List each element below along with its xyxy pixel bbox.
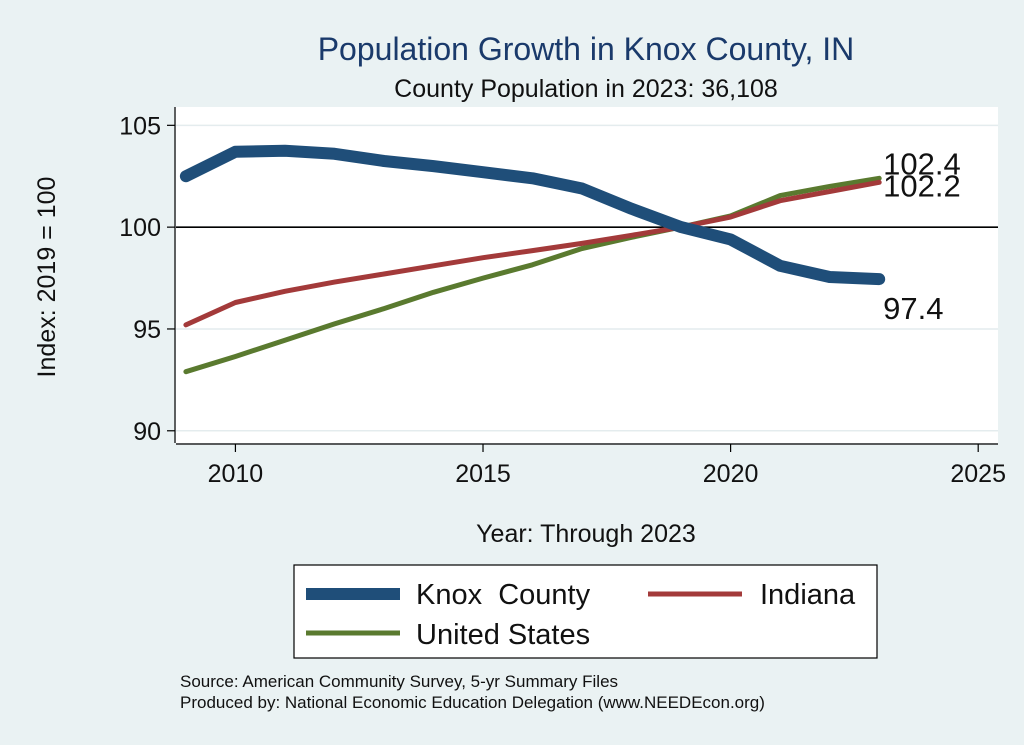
end-label-knox-county: 97.4 bbox=[883, 291, 943, 326]
legend-label-united-states: United States bbox=[416, 619, 590, 651]
x-tick-label-2015: 2015 bbox=[455, 460, 511, 488]
y-tick-label-95: 95 bbox=[133, 316, 161, 344]
producer-note: Produced by: National Economic Education… bbox=[180, 693, 765, 712]
x-tick-label-2010: 2010 bbox=[208, 460, 264, 488]
source-note: Source: American Community Survey, 5-yr … bbox=[180, 672, 618, 691]
legend-label-indiana: Indiana bbox=[760, 579, 856, 611]
x-tick-label-2025: 2025 bbox=[950, 460, 1006, 488]
x-axis-title: Year: Through 2023 bbox=[476, 520, 696, 548]
series-line-united-states bbox=[183, 175, 882, 375]
chart-title: Population Growth in Knox County, IN bbox=[318, 31, 855, 67]
y-tick-label-100: 100 bbox=[119, 214, 161, 242]
y-axis-title: Index: 2019 = 100 bbox=[33, 177, 61, 378]
x-tick-label-2020: 2020 bbox=[703, 460, 759, 488]
series-line-indiana bbox=[183, 179, 882, 328]
legend: Knox County Indiana United States bbox=[293, 564, 878, 659]
legend-label-knox-county: Knox County bbox=[416, 579, 591, 611]
end-label-united-states: 102.4 bbox=[883, 146, 961, 181]
series-line-knox-county bbox=[179, 144, 886, 286]
series-lines bbox=[179, 144, 886, 375]
legend-box bbox=[293, 564, 878, 659]
end-label-indiana: 102.2 bbox=[883, 168, 961, 203]
y-tick-label-105: 105 bbox=[119, 112, 161, 140]
axes: 90 95 100 105 2010 2015 2020 2025 bbox=[119, 107, 1006, 488]
y-tick-label-90: 90 bbox=[133, 418, 161, 446]
chart-subtitle: County Population in 2023: 36,108 bbox=[394, 75, 778, 103]
